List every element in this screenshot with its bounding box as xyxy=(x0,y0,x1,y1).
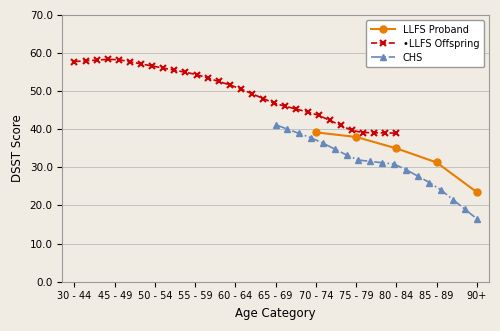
LLFS Proband xyxy=(434,161,440,165)
•LLFS Offspring xyxy=(194,72,200,76)
•LLFS Offspring xyxy=(204,76,210,80)
•LLFS Offspring xyxy=(326,118,332,122)
•LLFS Offspring xyxy=(82,59,88,63)
CHS xyxy=(284,127,290,131)
•LLFS Offspring xyxy=(182,70,188,74)
CHS xyxy=(272,123,278,127)
CHS xyxy=(356,158,362,162)
LLFS Proband xyxy=(394,146,400,150)
•LLFS Offspring xyxy=(294,107,300,111)
LLFS Proband xyxy=(474,190,480,194)
CHS xyxy=(296,131,302,135)
•LLFS Offspring xyxy=(127,60,133,64)
•LLFS Offspring xyxy=(349,128,355,132)
•LLFS Offspring xyxy=(216,79,222,83)
CHS xyxy=(414,174,420,178)
CHS xyxy=(332,147,338,151)
Line: CHS: CHS xyxy=(273,122,480,221)
Line: •LLFS Offspring: •LLFS Offspring xyxy=(72,57,399,136)
•LLFS Offspring xyxy=(260,97,266,101)
CHS xyxy=(308,136,314,140)
•LLFS Offspring xyxy=(227,83,233,87)
•LLFS Offspring xyxy=(105,57,111,61)
•LLFS Offspring xyxy=(116,58,122,62)
•LLFS Offspring xyxy=(160,66,166,70)
•LLFS Offspring xyxy=(394,131,400,135)
X-axis label: Age Category: Age Category xyxy=(236,307,316,320)
•LLFS Offspring xyxy=(338,123,344,127)
CHS xyxy=(403,167,409,171)
Legend: LLFS Proband, •LLFS Offspring, CHS: LLFS Proband, •LLFS Offspring, CHS xyxy=(366,20,484,68)
CHS xyxy=(426,180,432,184)
•LLFS Offspring xyxy=(172,68,177,72)
•LLFS Offspring xyxy=(138,62,144,66)
•LLFS Offspring xyxy=(272,101,278,105)
CHS xyxy=(368,160,374,164)
CHS xyxy=(379,161,385,165)
•LLFS Offspring xyxy=(382,131,388,135)
•LLFS Offspring xyxy=(72,60,78,64)
•LLFS Offspring xyxy=(282,104,288,108)
CHS xyxy=(462,207,468,211)
CHS xyxy=(391,162,397,166)
•LLFS Offspring xyxy=(249,92,255,96)
Line: LLFS Proband: LLFS Proband xyxy=(312,129,480,196)
•LLFS Offspring xyxy=(149,64,155,68)
CHS xyxy=(320,141,326,145)
•LLFS Offspring xyxy=(371,131,377,135)
•LLFS Offspring xyxy=(304,110,310,114)
Y-axis label: DSST Score: DSST Score xyxy=(11,115,24,182)
•LLFS Offspring xyxy=(316,114,322,118)
•LLFS Offspring xyxy=(94,58,100,62)
CHS xyxy=(344,153,349,157)
CHS xyxy=(438,188,444,192)
CHS xyxy=(474,217,480,221)
LLFS Proband xyxy=(313,130,319,134)
LLFS Proband xyxy=(353,135,359,139)
•LLFS Offspring xyxy=(238,87,244,91)
CHS xyxy=(450,198,456,202)
•LLFS Offspring xyxy=(360,130,366,134)
